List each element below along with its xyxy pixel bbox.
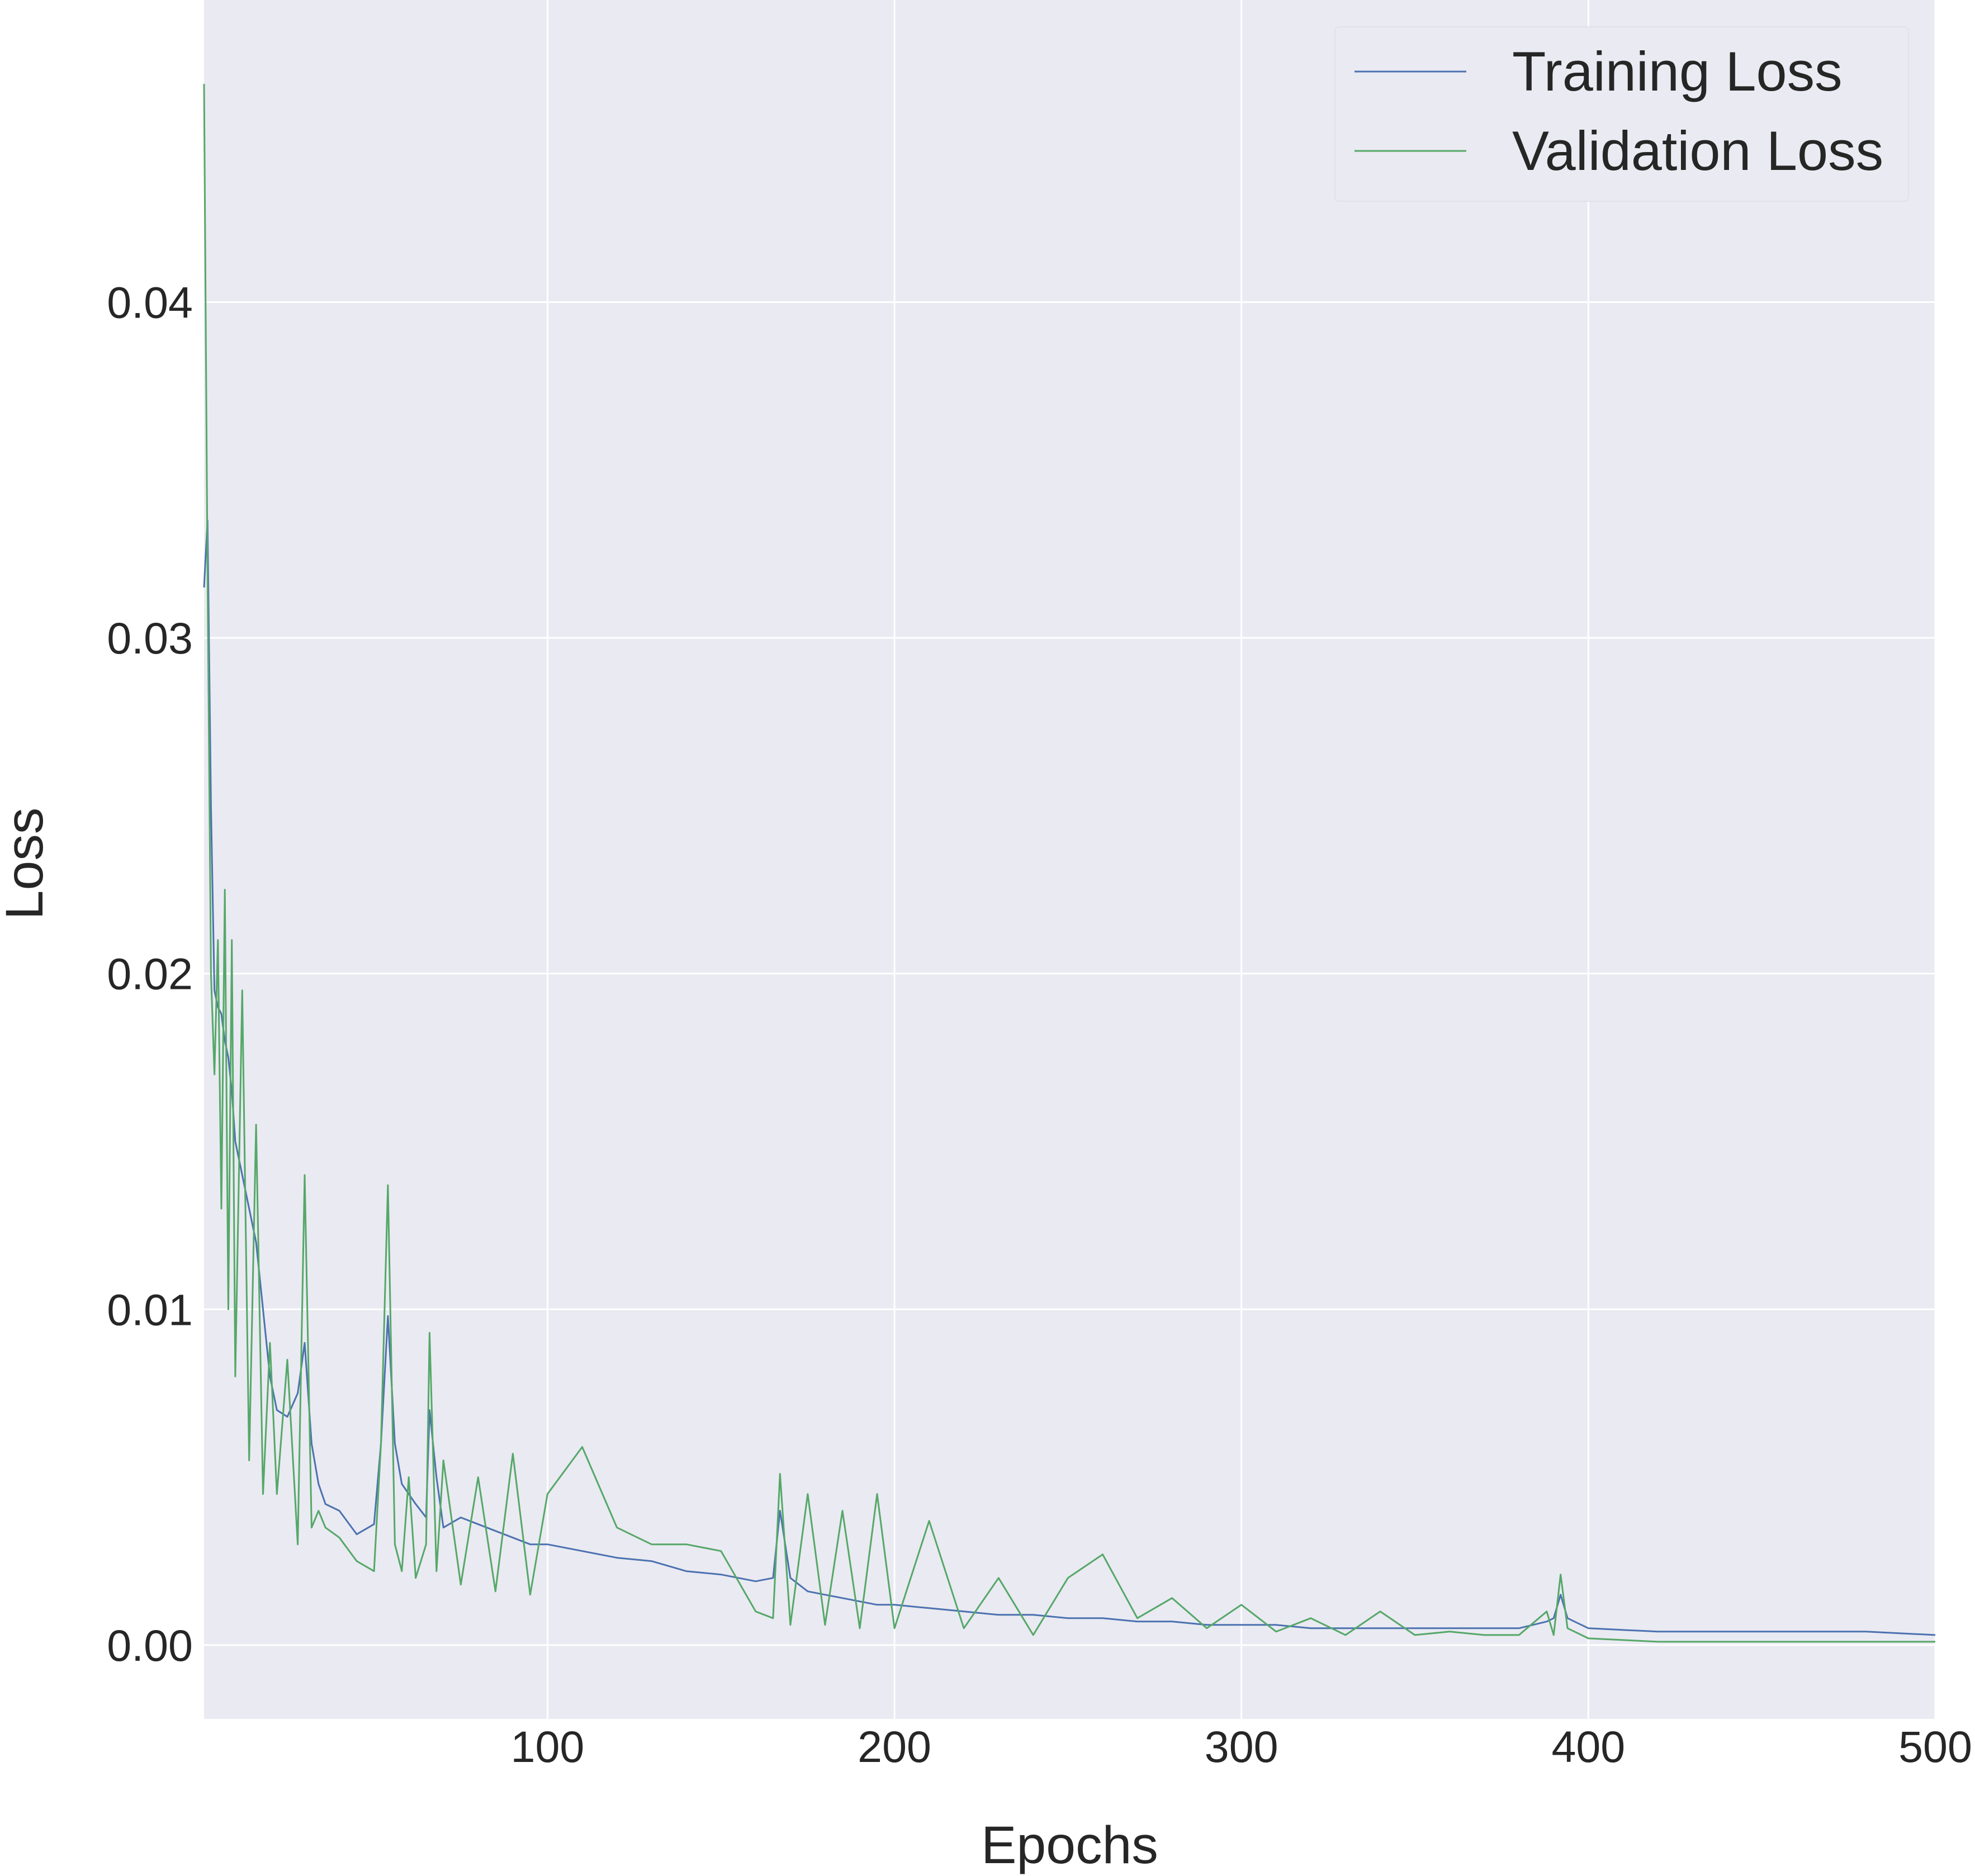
x-tick-label: 200 [858, 1722, 931, 1771]
legend-label-validation: Validation Loss [1512, 120, 1883, 182]
y-tick-label: 0.00 [107, 1621, 193, 1670]
series-lines [203, 84, 1936, 1643]
y-tick-label: 0.02 [107, 949, 193, 999]
y-tick-label: 0.04 [107, 278, 193, 328]
y-axis-title: Loss [0, 808, 54, 920]
grid [204, 0, 1936, 1719]
x-axis-title: Epochs [981, 1816, 1158, 1875]
tick-labels: 100 200 300 400 500 0.00 0.01 0.02 0.03 0.04 [107, 278, 1972, 1771]
x-tick-label: 500 [1898, 1722, 1972, 1771]
x-tick-label: 300 [1205, 1722, 1278, 1771]
x-tick-label: 100 [511, 1722, 585, 1771]
x-tick-label: 400 [1551, 1722, 1625, 1771]
legend-box [1334, 26, 1909, 202]
validation-loss-line [203, 84, 1935, 1643]
legend-label-training: Training Loss [1512, 40, 1843, 102]
plot-area-background [204, 0, 1935, 1719]
y-tick-label: 0.01 [107, 1285, 193, 1334]
legend: Training Loss Validation Loss [1334, 26, 1909, 202]
y-tick-label: 0.03 [107, 613, 193, 663]
